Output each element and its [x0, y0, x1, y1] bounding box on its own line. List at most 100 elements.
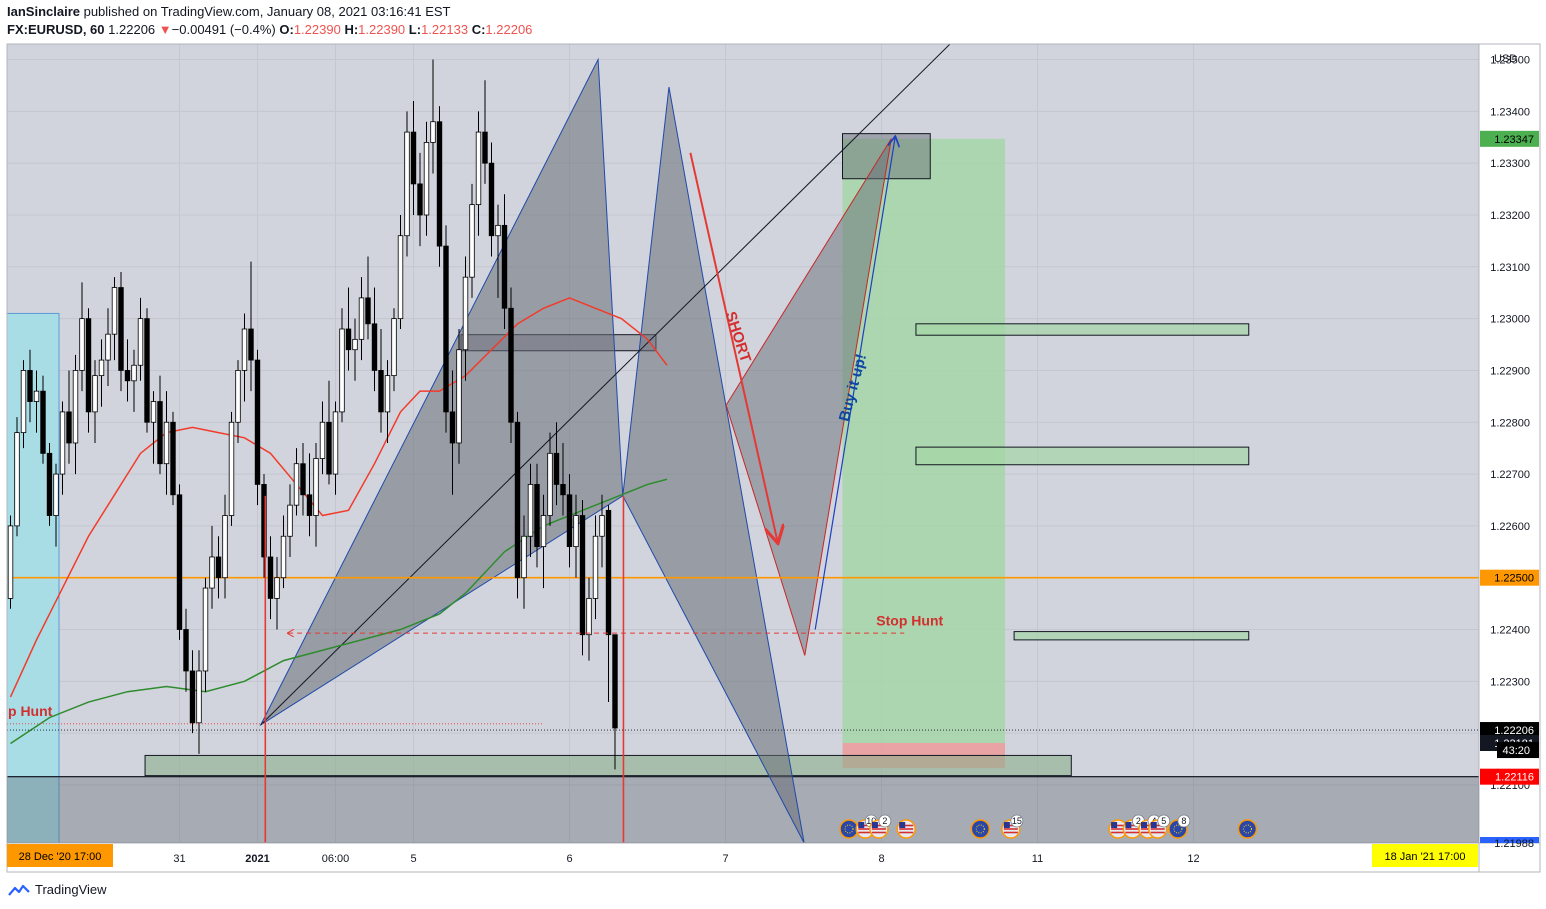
- us-canton: [871, 822, 878, 828]
- candle-body: [586, 598, 592, 636]
- last-price: 1.22206: [108, 22, 156, 37]
- candle-body: [306, 494, 313, 516]
- price-tick-label: 1.23400: [1490, 106, 1530, 118]
- candle-body: [430, 121, 436, 143]
- candle-body: [235, 370, 241, 423]
- candle-body: [163, 421, 170, 465]
- candle-body: [287, 504, 293, 537]
- zone-box: [1013, 631, 1250, 641]
- candle-body: [612, 634, 618, 729]
- candle-body: [241, 328, 248, 371]
- candle-body: [443, 245, 449, 413]
- us-canton: [899, 822, 906, 828]
- short-arrow: [689, 152, 777, 542]
- candle-body: [183, 629, 189, 672]
- candle-body: [33, 390, 40, 402]
- publish-text: published on TradingView.com, January 08…: [79, 4, 451, 19]
- event-count-label: 5: [1161, 816, 1166, 826]
- us-flag-icon: [1108, 819, 1128, 839]
- candle-body: [189, 670, 196, 724]
- time-axis[interactable]: [7, 843, 1479, 872]
- candle-body: [404, 131, 410, 237]
- candle-body: [215, 556, 222, 579]
- price-tick-label: 1.23500: [1490, 55, 1530, 67]
- candle-body: [313, 458, 319, 516]
- candle-body: [501, 224, 508, 309]
- candle-body: [534, 484, 540, 548]
- time-tick-label: 11: [1032, 853, 1043, 865]
- candle-body: [209, 556, 215, 589]
- stop-hunt-annotation: Stop Hunt: [876, 612, 943, 628]
- us-flag-icon: 15: [1001, 814, 1024, 839]
- candle-body: [456, 349, 462, 444]
- candle-body: [202, 587, 209, 672]
- candle-body: [560, 484, 566, 496]
- us-canton: [1003, 822, 1010, 828]
- close-label: C:: [471, 22, 486, 37]
- event-badge-circle: [839, 819, 859, 839]
- tradingview-logo-icon[interactable]: [8, 883, 30, 897]
- candle-body: [469, 204, 475, 278]
- candle-body: [423, 142, 430, 216]
- price-tick-label: 1.23300: [1490, 158, 1530, 170]
- high-label: H:: [344, 22, 359, 37]
- candle-body: [378, 370, 384, 413]
- price-label-text: 1.23347: [1494, 134, 1534, 146]
- bottom-price-box: [1480, 837, 1539, 843]
- low-value: 1.22133: [421, 22, 469, 37]
- candle-body: [46, 452, 53, 516]
- price-tick-label: 1.22700: [1490, 469, 1530, 481]
- candle-body: [293, 463, 300, 506]
- axes-labels: 1.23500 1.23400 1.23300 1.23200 1.23100 1.230…: [7, 53, 1539, 867]
- price-label-box: [1480, 569, 1539, 586]
- candle-body: [105, 333, 111, 361]
- candle-body: [40, 390, 46, 454]
- close-value: 1.22206: [485, 22, 533, 37]
- candle-body: [475, 131, 482, 206]
- price-label-box: [1480, 130, 1539, 147]
- candle-body: [482, 131, 488, 164]
- price-tick-label: 1.23000: [1490, 314, 1530, 326]
- time-tick-label: 06:00: [322, 853, 350, 865]
- author-name[interactable]: IanSinclaire: [7, 4, 80, 19]
- candle-body: [573, 515, 579, 548]
- candle-body: [267, 556, 274, 599]
- candle-body: [300, 463, 306, 496]
- change-value: −0.00491 (−0.4%): [171, 22, 276, 37]
- event-badge-circle: [1237, 819, 1258, 839]
- symbol-label[interactable]: FX:EURUSD, 60: [7, 22, 105, 37]
- event-count-label: 10: [866, 816, 876, 826]
- candle-body: [508, 307, 514, 423]
- open-label: O:: [279, 22, 294, 37]
- candle-body: [384, 375, 391, 413]
- currency-label: USD: [1494, 53, 1517, 65]
- event-count-label: 15: [1012, 816, 1022, 826]
- event-count-label: 2: [882, 816, 887, 826]
- candle-body: [274, 577, 280, 599]
- candle-body: [605, 509, 612, 636]
- bottom-partial-price: 1.21988: [1494, 838, 1534, 850]
- time-tick-label: 31: [173, 853, 185, 865]
- publish-info: IanSinclaire published on TradingView.co…: [7, 4, 451, 19]
- low-label: L:: [408, 22, 422, 37]
- countdown-box: [1497, 742, 1539, 759]
- us-canton: [858, 822, 865, 828]
- price-label-text: 1.22206: [1494, 725, 1534, 737]
- footer-brand[interactable]: TradingView: [35, 882, 107, 897]
- candle-body: [495, 224, 501, 237]
- event-count-label: 2: [1136, 816, 1141, 826]
- ohlc-legend: FX:EURUSD, 60 1.22206 ▼−0.00491 (−0.4%) …: [7, 22, 532, 37]
- candle-body: [514, 421, 521, 579]
- candle-body: [150, 401, 157, 423]
- candle-body: [332, 411, 339, 475]
- end-time-box: [1372, 844, 1478, 867]
- eu-flag-icon: 8: [1168, 814, 1191, 839]
- candle-body: [280, 535, 287, 579]
- candle-body: [137, 318, 144, 366]
- candle-body: [222, 515, 228, 579]
- candle-body: [261, 484, 267, 558]
- price-tick-label: 1.22400: [1490, 625, 1530, 637]
- candle-body: [339, 328, 345, 413]
